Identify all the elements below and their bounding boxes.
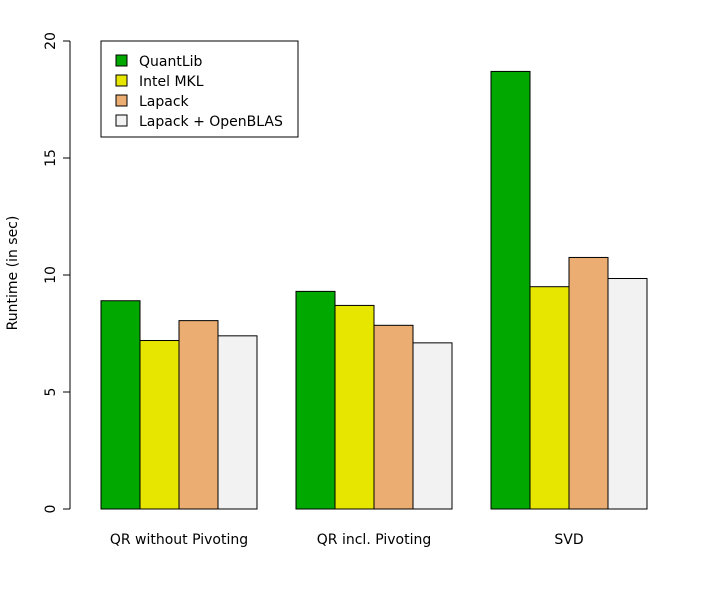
x-category-label: SVD	[554, 532, 583, 548]
legend-label: Intel MKL	[139, 74, 204, 90]
legend-label: Lapack + OpenBLAS	[139, 114, 283, 130]
legend-swatch	[115, 74, 128, 87]
y-axis-title: Runtime (in sec)	[5, 216, 21, 331]
y-tick-label: 0	[43, 505, 59, 514]
legend-label: Lapack	[139, 94, 190, 110]
bar	[412, 342, 453, 510]
x-category-label: QR without Pivoting	[110, 532, 248, 548]
legend-label: QuantLib	[139, 54, 203, 70]
bar	[178, 320, 219, 510]
bar	[568, 256, 609, 510]
legend-swatch	[115, 114, 128, 127]
bar	[139, 340, 180, 510]
bars-group	[100, 70, 648, 510]
x-category-label: QR incl. Pivoting	[317, 532, 431, 548]
legend-swatch	[115, 94, 128, 107]
bar	[607, 278, 648, 510]
y-axis: 0 5 10 15 20	[43, 32, 71, 514]
y-tick-label: 15	[43, 149, 59, 167]
y-tick-label: 10	[43, 266, 59, 284]
bar	[529, 286, 570, 510]
bar	[217, 335, 258, 510]
legend: QuantLib Intel MKL Lapack Lapack + OpenBLAS	[100, 40, 299, 138]
x-axis-labels: QR without Pivoting QR incl. Pivoting SVD	[110, 532, 584, 548]
y-tick-label: 5	[43, 388, 59, 397]
legend-swatch	[115, 54, 128, 67]
bar	[100, 300, 141, 510]
legend-box	[100, 40, 299, 138]
y-tick-label: 20	[43, 32, 59, 50]
bar	[334, 304, 375, 510]
bar	[295, 290, 336, 510]
bar	[490, 70, 531, 510]
bar	[373, 324, 414, 510]
